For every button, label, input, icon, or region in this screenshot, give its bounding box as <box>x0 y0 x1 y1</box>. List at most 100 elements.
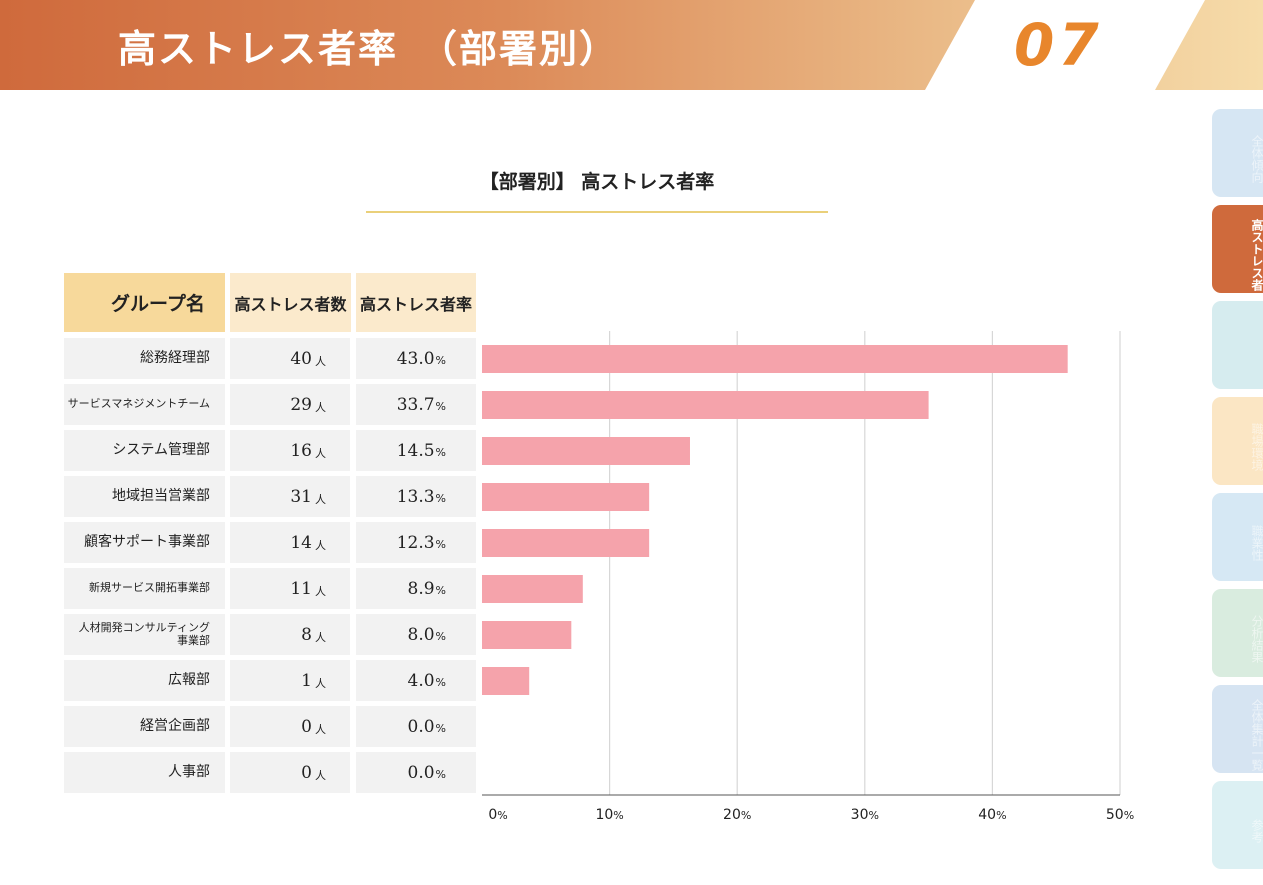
header-rate: 高ストレス者率 <box>356 273 476 332</box>
row-count-unit: 人 <box>315 630 326 644</box>
x-tick-unit: % <box>996 809 1006 822</box>
row-rate-unit: % <box>435 768 446 781</box>
row-rate-value: 33.7 <box>396 394 435 415</box>
x-tick-value: 0 <box>488 807 497 823</box>
row-rate-value: 13.3 <box>396 486 435 507</box>
row-count-value: 40 <box>290 348 312 369</box>
x-tick-value: 40 <box>978 807 996 823</box>
row-group-name: 顧客サポート事業部 <box>64 522 225 563</box>
table-row: 経営企画部 0 人 0.0% <box>0 706 480 747</box>
row-count-unit: 人 <box>315 354 326 368</box>
row-rate-unit: % <box>435 676 446 689</box>
table-row: 広報部 1 人 4.0% <box>0 660 480 701</box>
row-rate-unit: % <box>435 722 446 735</box>
row-rate: 4.0% <box>356 660 476 701</box>
row-rate-unit: % <box>435 630 446 643</box>
x-tick-label: 0% <box>488 807 507 823</box>
side-tab[interactable]: 職場環境 <box>1212 397 1263 485</box>
row-count: 29 人 <box>230 384 350 425</box>
table-row: サービスマネジメントチーム 29 人 33.7% <box>0 384 480 425</box>
row-rate-unit: % <box>435 446 446 459</box>
row-count-value: 0 <box>301 716 312 737</box>
row-count-unit: 人 <box>315 768 326 782</box>
side-tab[interactable]: 分析結果 <box>1212 589 1263 677</box>
row-rate: 33.7% <box>356 384 476 425</box>
row-rate-unit: % <box>435 584 446 597</box>
row-count-unit: 人 <box>315 400 326 414</box>
page-number: 07 <box>1014 11 1103 79</box>
x-tick-label: 30% <box>851 807 879 823</box>
row-count-value: 1 <box>301 670 312 691</box>
x-tick-unit: % <box>497 809 507 822</box>
row-rate-value: 43.0 <box>396 348 435 369</box>
page-title: 高ストレス者率 （部署別） <box>118 27 620 71</box>
row-count-value: 16 <box>290 440 312 461</box>
row-rate-value: 12.3 <box>396 532 435 553</box>
x-tick-label: 40% <box>978 807 1006 823</box>
row-count-value: 8 <box>301 624 312 645</box>
row-count-unit: 人 <box>315 722 326 736</box>
bar <box>482 437 690 465</box>
side-tab[interactable] <box>1212 301 1263 389</box>
row-count: 40 人 <box>230 338 350 379</box>
row-group-name: 人材開発コンサルティング 事業部 <box>64 614 225 655</box>
table-row: システム管理部 16 人 14.5% <box>0 430 480 471</box>
title-underline <box>366 211 828 213</box>
row-group-name-line: 人材開発コンサルティング <box>78 620 210 634</box>
x-tick-unit: % <box>868 809 878 822</box>
table-row: 地域担当営業部 31 人 13.3% <box>0 476 480 517</box>
row-rate: 0.0% <box>356 752 476 793</box>
row-rate-value: 14.5 <box>396 440 435 461</box>
row-group-name: システム管理部 <box>64 430 225 471</box>
x-tick-value: 50 <box>1106 807 1124 823</box>
row-rate-unit: % <box>435 492 446 505</box>
table-row: 総務経理部 40 人 43.0% <box>0 338 480 379</box>
row-rate: 43.0% <box>356 338 476 379</box>
side-tab[interactable]: 職業性 <box>1212 493 1263 581</box>
bar <box>482 667 530 695</box>
row-rate: 8.9% <box>356 568 476 609</box>
bar <box>482 621 572 649</box>
row-group-name: 新規サービス開拓事業部 <box>64 568 225 609</box>
row-rate: 12.3% <box>356 522 476 563</box>
row-count-unit: 人 <box>315 492 326 506</box>
header-count: 高ストレス者数 <box>230 273 351 332</box>
row-rate-unit: % <box>435 538 446 551</box>
side-tab[interactable]: 全体集計一覧 <box>1212 685 1263 773</box>
bar <box>482 529 650 557</box>
row-count-unit: 人 <box>315 446 326 460</box>
row-group-name: 地域担当営業部 <box>64 476 225 517</box>
table-row: 人事部 0 人 0.0% <box>0 752 480 793</box>
x-tick-label: 50% <box>1106 807 1134 823</box>
x-tick-unit: % <box>741 809 751 822</box>
x-tick-label: 20% <box>723 807 751 823</box>
side-tab[interactable]: 全体傾向 <box>1212 109 1263 197</box>
x-tick-unit: % <box>1124 809 1134 822</box>
row-rate-value: 0.0 <box>407 716 435 737</box>
row-rate-value: 8.9 <box>407 578 435 599</box>
row-group-name: 総務経理部 <box>64 338 225 379</box>
row-count-value: 0 <box>301 762 312 783</box>
bar <box>482 391 929 419</box>
bar <box>482 345 1068 373</box>
side-tab[interactable]: 参考 <box>1212 781 1263 869</box>
bar <box>482 483 650 511</box>
row-count-value: 11 <box>290 578 312 599</box>
row-group-name: 広報部 <box>64 660 225 701</box>
row-rate-value: 0.0 <box>407 762 435 783</box>
row-rate: 8.0% <box>356 614 476 655</box>
side-tab[interactable]: 高ストレス者 <box>1212 205 1263 293</box>
row-count: 31 人 <box>230 476 350 517</box>
x-tick-value: 30 <box>851 807 869 823</box>
bar <box>482 575 583 603</box>
header-group-name: グループ名 <box>64 273 225 332</box>
x-tick-label: 10% <box>595 807 623 823</box>
side-tab-nav: 全体傾向高ストレス者 職場環境職業性分析結果全体集計一覧 参考 <box>1212 0 1263 885</box>
row-count-value: 29 <box>290 394 312 415</box>
row-rate: 13.3% <box>356 476 476 517</box>
row-count-value: 14 <box>290 532 312 553</box>
